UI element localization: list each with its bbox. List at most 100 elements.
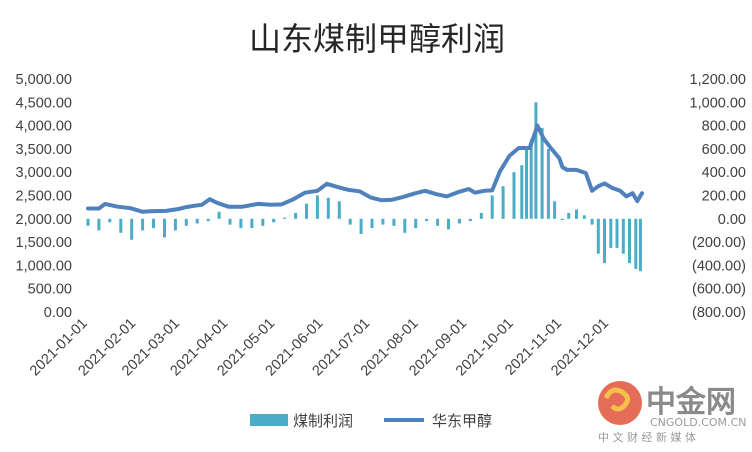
- profit-bar: [479, 213, 483, 219]
- legend: 煤制利润 华东甲醇: [250, 412, 492, 430]
- profit-bar: [596, 218, 600, 254]
- profit-bars: [86, 102, 642, 272]
- right-axis-ticks: (800.00) (600.00) (400.00) (200.00) 0.00 200.…: [690, 72, 746, 321]
- profit-bar: [534, 102, 538, 219]
- profit-bar: [468, 218, 472, 222]
- left-axis-tick-label: 5,000.00: [16, 72, 72, 88]
- profit-bar: [108, 218, 112, 223]
- left-axis-tick-label: 3,500.00: [16, 142, 72, 158]
- profit-bar: [239, 218, 243, 229]
- profit-bar: [195, 218, 199, 224]
- logo-swirl-icon: [603, 387, 630, 412]
- profit-bar: [141, 218, 145, 231]
- profit-bar: [97, 218, 101, 231]
- profit-bar: [326, 197, 330, 219]
- left-axis-tick-label: 3,000.00: [16, 165, 72, 181]
- legend-label-price: 华东甲醇: [432, 412, 492, 430]
- profit-bar: [86, 218, 90, 226]
- x-axis-ticks: 2021-01-012021-02-012021-03-012021-04-01…: [27, 316, 612, 380]
- right-axis-tick-label: (600.00): [692, 282, 746, 298]
- profit-bar: [501, 186, 505, 219]
- left-axis-tick-label: 2,000.00: [16, 212, 72, 228]
- profit-bar: [348, 218, 352, 225]
- profit-bar: [520, 165, 524, 219]
- logo-tagline: 中 文 财 经 新 媒 体: [598, 430, 696, 444]
- right-axis-tick-label: 200.00: [702, 189, 746, 205]
- profit-bar: [609, 218, 613, 248]
- profit-bar: [370, 218, 374, 229]
- profit-bar: [184, 218, 188, 226]
- profit-bar: [337, 201, 341, 219]
- profit-bar: [525, 148, 528, 219]
- right-axis-tick-label: 0.00: [718, 212, 746, 228]
- left-axis-ticks: 0.00 500.00 1,000.00 1,500.00 2,000.00 2,500.…: [16, 72, 72, 321]
- profit-bar: [381, 218, 385, 225]
- left-axis-tick-label: 500.00: [28, 282, 72, 298]
- profit-bar: [553, 201, 557, 219]
- profit-bar: [392, 218, 396, 226]
- profit-bar: [119, 218, 123, 233]
- profit-bar: [163, 218, 166, 238]
- profit-bar: [490, 195, 494, 219]
- right-axis-tick-label: 600.00: [702, 142, 746, 158]
- profit-bar: [152, 218, 155, 229]
- profit-bar: [546, 148, 550, 219]
- right-axis-tick-label: 800.00: [702, 119, 746, 135]
- profit-bar: [615, 218, 619, 248]
- left-axis-tick-label: 4,000.00: [16, 119, 72, 135]
- profit-bar: [250, 218, 254, 229]
- chart-title: 山东煤制甲醇利润: [249, 20, 505, 58]
- right-axis-tick-label: 1,000.00: [690, 95, 746, 111]
- right-axis-tick-label: 400.00: [702, 165, 746, 181]
- profit-bar: [206, 218, 210, 222]
- profit-bar: [540, 127, 544, 219]
- profit-bar: [582, 215, 586, 219]
- legend-swatch-profit: [250, 414, 288, 426]
- logo-domain: CNGOLD.COM.CN: [650, 416, 746, 429]
- left-axis-tick-label: 1,000.00: [16, 258, 72, 274]
- right-axis-tick-label: (800.00): [692, 305, 746, 321]
- profit-bar: [173, 218, 177, 231]
- profit-bar: [130, 218, 134, 240]
- profit-bar: [603, 218, 606, 264]
- profit-bar: [305, 203, 308, 219]
- profit-bar: [228, 218, 232, 225]
- profit-bar: [414, 218, 418, 229]
- profit-bar: [315, 195, 319, 219]
- profit-bar: [560, 218, 564, 220]
- profit-bar: [638, 218, 642, 272]
- profit-bar: [628, 218, 631, 264]
- profit-bar: [447, 218, 450, 230]
- profit-bar: [436, 218, 440, 226]
- profit-bar: [272, 218, 276, 223]
- profit-bar: [425, 218, 429, 222]
- right-axis-tick-label: 1,200.00: [690, 72, 746, 88]
- legend-label-profit: 煤制利润: [293, 412, 353, 430]
- left-axis-tick-label: 2,500.00: [16, 189, 72, 205]
- left-axis-tick-label: 1,500.00: [16, 235, 72, 251]
- watermark-logo: 中金网 CNGOLD.COM.CN 中 文 财 经 新 媒 体: [598, 381, 746, 444]
- profit-bar: [457, 218, 461, 224]
- profit-bar: [294, 213, 298, 219]
- methanol-price-line-layer: [86, 123, 644, 214]
- profit-bar: [217, 211, 221, 219]
- right-axis-tick-label: (400.00): [692, 258, 746, 274]
- profit-bar: [261, 218, 265, 226]
- profit-bar: [575, 209, 578, 219]
- profit-bar: [283, 217, 287, 219]
- profit-bar: [567, 213, 571, 219]
- methanol-price-line: [86, 123, 644, 214]
- profit-bar: [359, 218, 363, 234]
- logo-name: 中金网: [646, 385, 736, 420]
- profit-bar: [403, 218, 407, 233]
- profit-bar: [621, 218, 625, 254]
- right-axis-tick-label: (200.00): [692, 235, 746, 251]
- profit-bar: [590, 218, 594, 225]
- left-axis-tick-label: 4,500.00: [16, 95, 72, 111]
- profit-bar: [529, 139, 533, 219]
- profit-bar: [512, 172, 516, 219]
- left-axis-tick-label: 0.00: [44, 305, 72, 321]
- logo-circle: [598, 381, 642, 425]
- profit-bar: [634, 218, 638, 269]
